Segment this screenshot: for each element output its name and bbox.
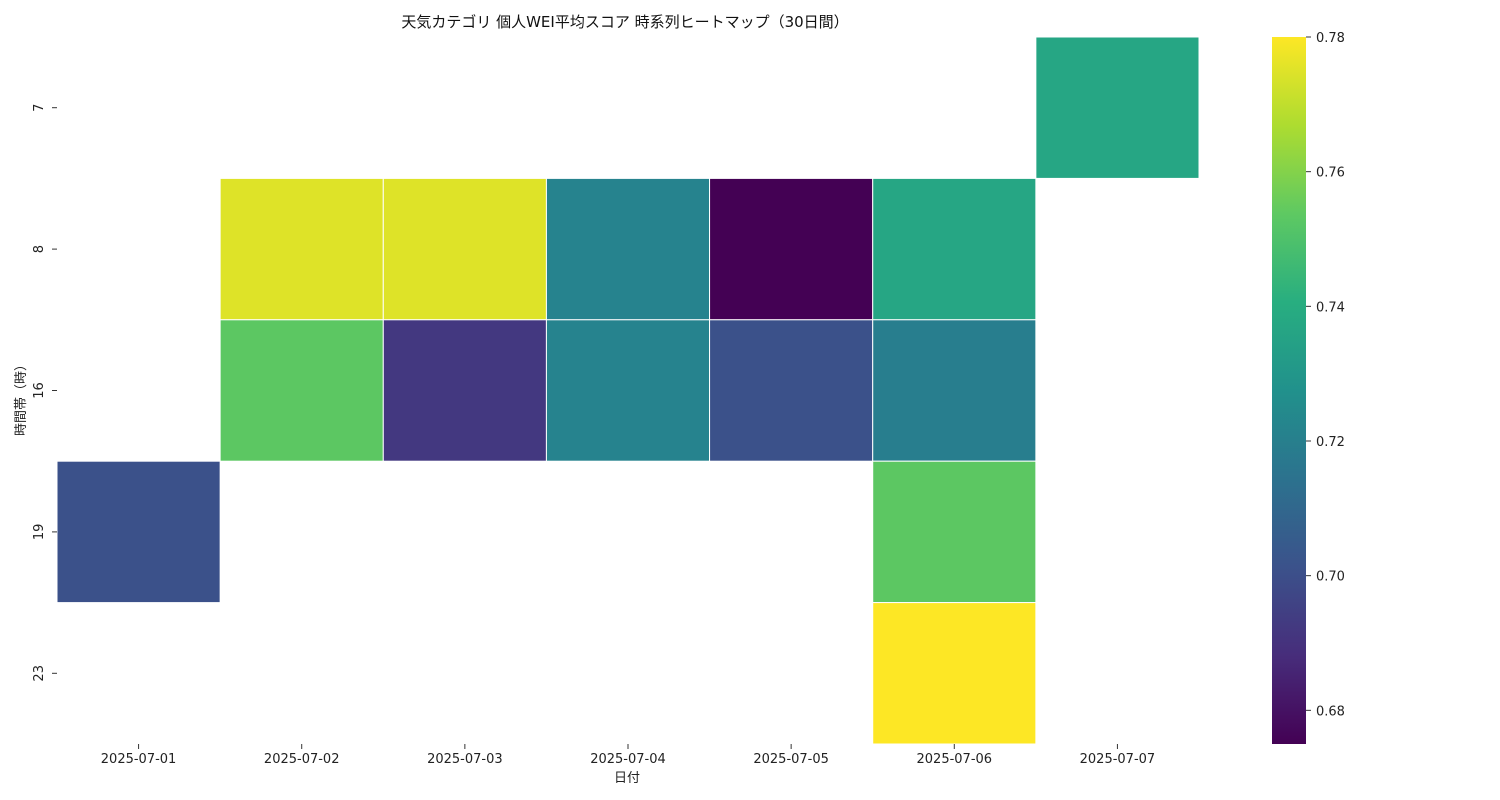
colorbar-gradient — [1272, 37, 1306, 744]
colorbar-tick-label: 0.78 — [1316, 31, 1345, 46]
x-tick-label: 2025-07-02 — [264, 752, 340, 767]
heatmap-cells — [56, 36, 1200, 745]
heatmap-cell — [219, 319, 384, 462]
heatmap-cell — [56, 460, 221, 604]
y-tick-label: 19 — [32, 524, 47, 541]
heatmap-cell — [1035, 36, 1200, 179]
x-tick-label: 2025-07-01 — [101, 752, 177, 767]
heatmap-cell — [382, 177, 547, 321]
heatmap-cell — [872, 602, 1037, 745]
y-tick-label: 7 — [32, 104, 47, 112]
x-axis-title: 日付 — [614, 771, 640, 786]
heatmap-cell — [709, 319, 874, 462]
colorbar: 0.68 0.70 0.72 0.74 0.76 0.78 — [1272, 31, 1345, 744]
heatmap-cell — [382, 319, 547, 462]
colorbar-tick-label: 0.74 — [1316, 300, 1345, 315]
heatmap-cell — [872, 319, 1037, 462]
colorbar-tick-label: 0.76 — [1316, 166, 1345, 181]
colorbar-tick-label: 0.72 — [1316, 435, 1345, 450]
x-axis-ticks: 2025-07-01 2025-07-02 2025-07-03 2025-07-04… — [101, 744, 1155, 767]
heatmap-cell — [219, 177, 384, 321]
x-tick-label: 2025-07-05 — [753, 752, 829, 767]
y-tick-label: 23 — [32, 665, 47, 682]
heatmap-cell — [545, 319, 711, 462]
x-tick-label: 2025-07-03 — [427, 752, 503, 767]
heatmap-cell — [709, 177, 874, 321]
heatmap-cell — [545, 177, 711, 321]
heatmap-cell — [872, 460, 1037, 604]
chart-title: 天気カテゴリ 個人WEI平均スコア 時系列ヒートマップ（30日間） — [401, 13, 848, 31]
colorbar-tick-label: 0.68 — [1316, 704, 1345, 719]
colorbar-tick-label: 0.70 — [1316, 570, 1345, 585]
x-tick-label: 2025-07-07 — [1080, 752, 1156, 767]
x-tick-label: 2025-07-06 — [917, 752, 993, 767]
y-axis-title: 時間帯（時） — [14, 358, 29, 436]
y-axis-ticks: 7 8 16 19 23 — [32, 104, 57, 682]
colorbar-ticks: 0.68 0.70 0.72 0.74 0.76 0.78 — [1306, 31, 1345, 719]
y-tick-label: 16 — [32, 382, 47, 399]
heatmap-cell — [872, 177, 1037, 321]
x-tick-label: 2025-07-04 — [590, 752, 666, 767]
y-tick-label: 8 — [32, 245, 47, 253]
